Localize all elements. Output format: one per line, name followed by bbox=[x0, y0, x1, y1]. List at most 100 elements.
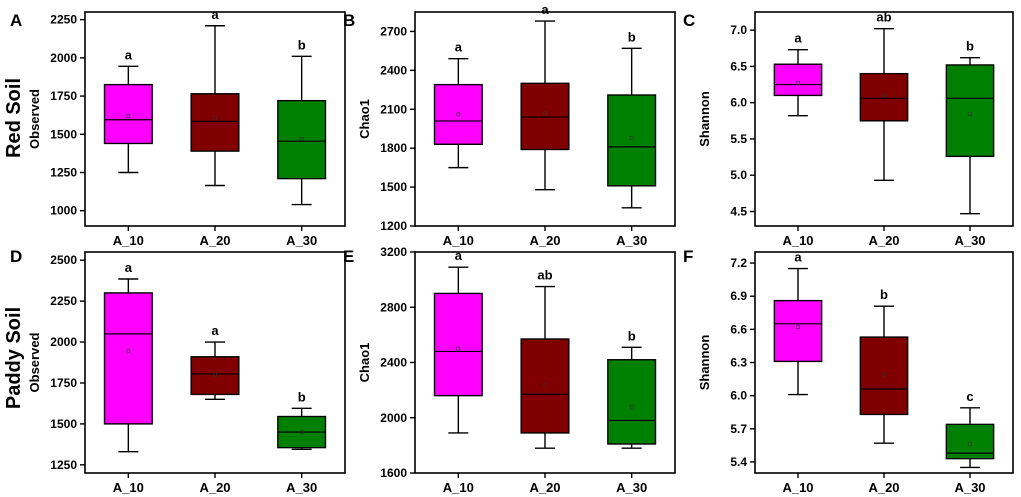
box-a-20: ab bbox=[859, 10, 909, 181]
box-a-10: a bbox=[103, 260, 153, 453]
box-iqr bbox=[277, 99, 327, 180]
y-tick-label: 1800 bbox=[380, 141, 407, 155]
plot-frame bbox=[754, 251, 1014, 474]
significance-letter: ab bbox=[537, 268, 552, 283]
plot-frame bbox=[414, 251, 676, 474]
y-axis-title: Observed bbox=[27, 332, 42, 392]
x-tick-label: A_10 bbox=[782, 480, 813, 495]
box-iqr bbox=[773, 299, 823, 363]
y-axis-title: Shannon bbox=[697, 91, 712, 147]
significance-letter: c bbox=[966, 389, 973, 404]
y-tick-label: 6.0 bbox=[730, 96, 747, 110]
y-tick-label: 6.3 bbox=[730, 356, 747, 370]
panel-letter: A bbox=[10, 11, 22, 30]
box-a-10: a bbox=[773, 250, 823, 396]
x-tick-label: A_20 bbox=[868, 480, 899, 495]
box-a-30: b bbox=[945, 39, 995, 215]
significance-letter: b bbox=[298, 37, 306, 52]
mean-marker bbox=[299, 430, 304, 434]
x-tick-label: A_20 bbox=[199, 480, 230, 495]
plot-frame bbox=[754, 11, 1014, 227]
y-tick-label: 4.5 bbox=[730, 204, 747, 218]
y-tick-label: 6.0 bbox=[730, 389, 747, 403]
significance-letter: b bbox=[628, 29, 636, 44]
y-tick-label: 5.7 bbox=[730, 422, 747, 436]
box-a-30: b bbox=[277, 37, 327, 206]
x-tick-label: A_10 bbox=[113, 233, 144, 248]
plot-frame bbox=[84, 11, 346, 227]
x-tick-label: A_10 bbox=[443, 233, 474, 248]
x-tick-label: A_10 bbox=[782, 233, 813, 248]
significance-letter: b bbox=[628, 328, 636, 343]
significance-letter: a bbox=[794, 250, 802, 265]
y-tick-label: 2800 bbox=[380, 300, 407, 314]
box-iqr bbox=[520, 82, 570, 151]
box-a-30: b bbox=[607, 328, 657, 449]
box-a-20: a bbox=[520, 2, 570, 191]
panel-c: C Shannon 4.5 5.0 5.5 6.0 6.5 7.0 a A_10 ab A_20 b A_… bbox=[683, 10, 1014, 248]
x-tick-label: A_10 bbox=[443, 480, 474, 495]
mean-marker bbox=[456, 112, 461, 117]
significance-letter: a bbox=[541, 2, 549, 17]
mean-marker bbox=[299, 137, 304, 141]
y-tick-label: 5.5 bbox=[730, 132, 747, 146]
mean-marker bbox=[796, 81, 800, 85]
y-axis-title: Chao1 bbox=[357, 99, 372, 139]
y-tick-label: 6.6 bbox=[730, 322, 747, 336]
box-iqr bbox=[103, 292, 153, 425]
box-iqr bbox=[433, 83, 483, 145]
mean-marker bbox=[456, 346, 461, 351]
y-axis-title: Chao1 bbox=[357, 343, 372, 383]
y-tick-label: 6.5 bbox=[730, 59, 747, 73]
panel-f: F Shannon 5.4 5.7 6.0 6.3 6.6 6.9 7.2 a A_10 b A_20 c… bbox=[683, 247, 1014, 495]
y-tick-label: 2400 bbox=[380, 356, 407, 370]
panel-b: B Chao1 1200 1500 1800 2100 2400 2700 a A_10 a A_20… bbox=[343, 2, 676, 248]
y-tick-label: 7.2 bbox=[730, 256, 747, 270]
significance-letter: a bbox=[125, 47, 133, 62]
panel-letter: F bbox=[683, 247, 693, 266]
panel-e: E Chao1 1600 2000 2400 2800 3200 a A_10 ab A_20 b A_… bbox=[343, 245, 676, 495]
box-iqr bbox=[433, 292, 483, 397]
box-a-20: a bbox=[190, 323, 240, 401]
y-tick-label: 2250 bbox=[50, 13, 77, 27]
box-iqr bbox=[103, 83, 153, 145]
box-a-30: b bbox=[607, 29, 657, 209]
box-a-10: a bbox=[433, 40, 483, 169]
y-axis-title: Shannon bbox=[697, 335, 712, 391]
y-tick-label: 6.9 bbox=[730, 289, 747, 303]
x-tick-label: A_30 bbox=[954, 480, 985, 495]
y-tick-label: 2000 bbox=[380, 411, 407, 425]
x-tick-label: A_20 bbox=[529, 233, 560, 248]
significance-letter: a bbox=[211, 7, 219, 22]
plot-frame bbox=[84, 251, 346, 474]
row-label-paddy-soil: Paddy Soil bbox=[3, 307, 25, 409]
row-label-red-soil: Red Soil bbox=[3, 78, 25, 158]
box-a-20: b bbox=[859, 287, 909, 444]
box-iqr bbox=[945, 64, 995, 158]
y-tick-label: 1750 bbox=[50, 89, 77, 103]
box-iqr bbox=[859, 336, 909, 416]
box-a-10: a bbox=[103, 47, 153, 174]
box-iqr bbox=[190, 93, 240, 152]
mean-marker bbox=[882, 93, 886, 98]
x-tick-label: A_30 bbox=[286, 233, 317, 248]
y-tick-label: 2400 bbox=[380, 63, 407, 77]
panel-letter: B bbox=[343, 11, 355, 30]
x-tick-label: A_30 bbox=[616, 233, 647, 248]
panel-d: D Observed 1250 1500 1750 2000 2250 2500 a A_10 a A… bbox=[10, 247, 346, 495]
x-tick-label: A_10 bbox=[113, 480, 144, 495]
mean-marker bbox=[796, 325, 800, 329]
box-a-10: a bbox=[433, 248, 483, 434]
y-tick-label: 1200 bbox=[380, 219, 407, 233]
mean-marker bbox=[213, 116, 217, 121]
x-tick-label: A_20 bbox=[868, 233, 899, 248]
y-tick-label: 2000 bbox=[50, 335, 77, 349]
box-a-30: b bbox=[277, 389, 327, 450]
y-axis-title: Observed bbox=[27, 89, 42, 149]
y-tick-label: 2250 bbox=[50, 294, 77, 308]
box-a-20: ab bbox=[520, 268, 570, 449]
y-tick-label: 2700 bbox=[380, 24, 407, 38]
y-tick-label: 5.0 bbox=[730, 168, 747, 182]
significance-letter: a bbox=[794, 31, 802, 46]
mean-marker bbox=[126, 114, 131, 118]
